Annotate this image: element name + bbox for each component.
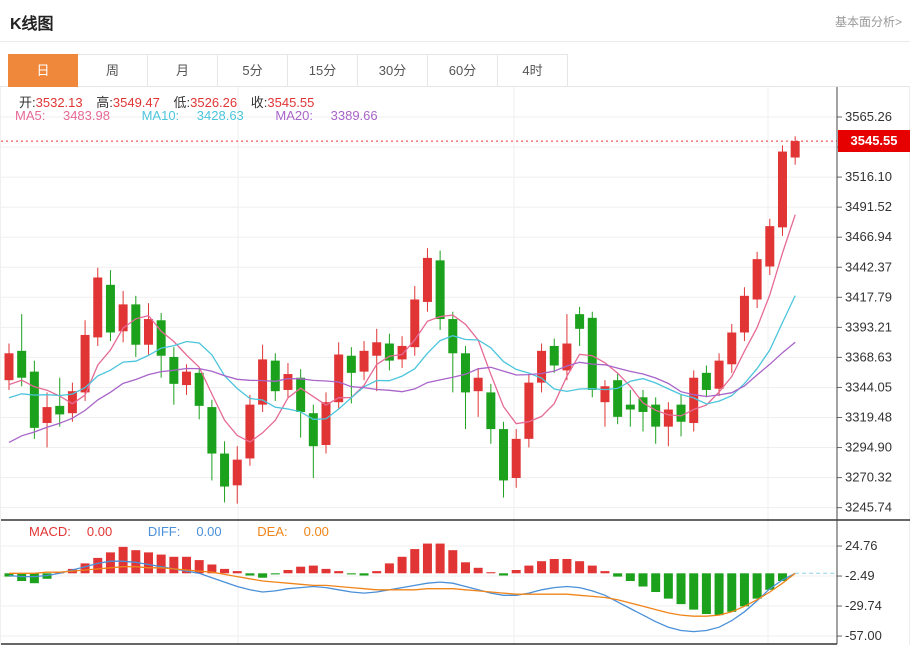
open-value: 3532.13	[35, 95, 83, 110]
close-value: 3545.55	[267, 95, 315, 110]
fundamental-analysis-link[interactable]: 基本面分析>	[834, 15, 902, 29]
tab-4hour[interactable]: 4时	[498, 54, 568, 87]
diff-value: DIFF: 0.00	[147, 524, 222, 539]
diff-line	[8, 560, 796, 633]
y-axis-label: 3466.94	[845, 229, 892, 244]
ma10-line	[8, 295, 796, 420]
y-axis-label: 3294.90	[845, 440, 892, 455]
ma20-line	[8, 341, 796, 443]
y-axis-label: 3442.37	[845, 259, 892, 274]
high-value: 3549.47	[112, 95, 160, 110]
candlestick-series	[4, 136, 800, 504]
macd-axis-label: -2.49	[845, 568, 875, 583]
kline-chart-canvas[interactable]: 3565.263540.683516.103491.523466.943442.…	[1, 87, 910, 645]
y-axis-label: 3417.79	[845, 289, 892, 304]
dea-value: DEA: 0.00	[257, 524, 329, 539]
macd-value: MACD: 0.00	[29, 524, 113, 539]
macd-axis-label: -57.00	[845, 628, 882, 643]
macd-axis-label: -29.74	[845, 598, 882, 613]
macd-readout: MACD: 0.00 DIFF: 0.00 DEA: 0.00	[29, 524, 361, 539]
low-label: 低:	[173, 95, 191, 110]
macd-histogram	[4, 543, 787, 616]
y-axis-label: 3516.10	[845, 169, 892, 184]
ma-readout: MA5: 3483.98 MA10: 3428.63 MA20: 3389.66	[15, 108, 406, 123]
tab-day[interactable]: 日	[8, 54, 78, 87]
dea-line	[9, 566, 796, 617]
ohlc-readout: 开:3532.13 高:3549.47 低:3526.26 收:3545.55	[19, 92, 324, 111]
tab-30min[interactable]: 30分	[358, 54, 428, 87]
tab-week[interactable]: 周	[78, 54, 148, 87]
y-axis-label: 3270.32	[845, 470, 892, 485]
macd-axis-label: 24.76	[845, 538, 878, 553]
tab-month[interactable]: 月	[148, 54, 218, 87]
ma5-line	[8, 214, 796, 443]
tab-60min[interactable]: 60分	[428, 54, 498, 87]
y-axis-label: 3319.48	[845, 410, 892, 425]
current-price-badge: 3545.55	[838, 130, 910, 152]
y-axis-label: 3344.05	[845, 379, 892, 394]
close-label: 收:	[250, 95, 268, 110]
ma10-value: MA10: 3428.63	[141, 108, 244, 123]
ma20-value: MA20: 3389.66	[275, 108, 378, 123]
page-title: K线图	[10, 16, 54, 33]
tab-5min[interactable]: 5分	[218, 54, 288, 87]
low-value: 3526.26	[190, 95, 238, 110]
open-label: 开:	[19, 95, 36, 110]
y-axis-label: 3393.21	[845, 319, 892, 334]
chart-area[interactable]: 3565.263540.683516.103491.523466.943442.…	[0, 87, 910, 645]
widget-header: K线图 基本面分析>	[0, 0, 910, 42]
high-label: 高:	[96, 95, 113, 110]
period-tabbar: 日 周 月 5分 15分 30分 60分 4时	[0, 54, 910, 87]
y-axis-label: 3368.63	[845, 349, 892, 364]
tab-15min[interactable]: 15分	[288, 54, 358, 87]
y-axis-label: 3491.52	[845, 199, 892, 214]
y-axis-label: 3245.74	[845, 500, 892, 515]
y-axis-label: 3565.26	[845, 109, 892, 124]
ma5-value: MA5: 3483.98	[15, 108, 110, 123]
